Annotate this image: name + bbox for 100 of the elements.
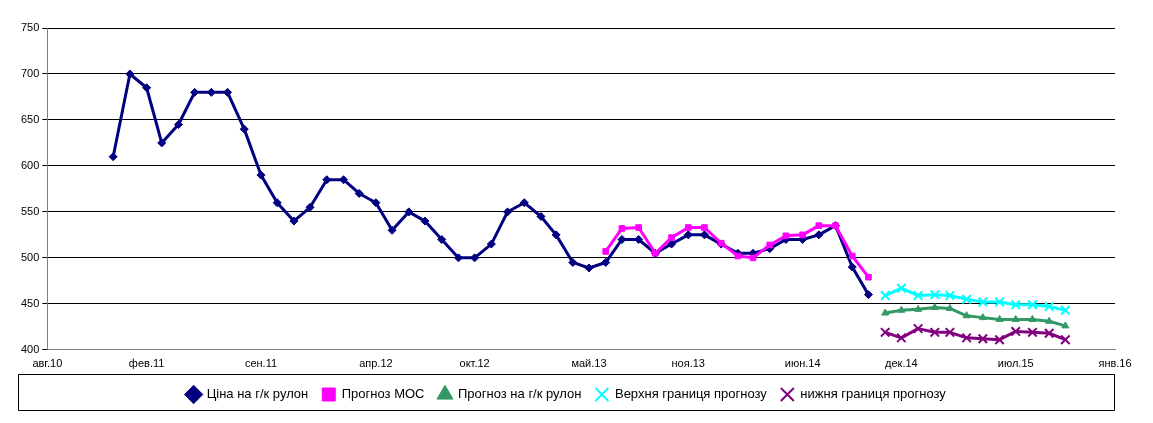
point (305, 202, 315, 212)
y-tick-label: 750 (20, 21, 40, 34)
x-tick-label: фев.11 (128, 357, 165, 370)
point (551, 230, 561, 240)
point (814, 230, 824, 240)
point (865, 273, 872, 281)
point (322, 175, 332, 185)
point (387, 225, 397, 235)
y-tick-label: 500 (20, 250, 40, 263)
point (912, 323, 924, 334)
y-tick-label: 450 (20, 296, 40, 309)
point (618, 225, 626, 232)
point (734, 252, 742, 260)
x-tick-label: июн.14 (784, 357, 821, 370)
y-tick-label: 600 (20, 158, 40, 171)
point (584, 263, 594, 273)
point (354, 189, 364, 198)
point (896, 332, 907, 344)
point (766, 241, 774, 249)
point (977, 333, 989, 345)
point (879, 290, 891, 301)
point (749, 254, 757, 262)
point (815, 222, 823, 230)
y-tick-label: 400 (20, 342, 40, 355)
point (929, 327, 941, 338)
point (929, 289, 941, 300)
legend-label: нижня границя прогнозу (800, 386, 947, 402)
point (945, 303, 954, 311)
point (961, 332, 972, 344)
point (536, 211, 546, 221)
point (912, 290, 924, 301)
point (879, 327, 891, 338)
point (289, 216, 299, 226)
point (1027, 299, 1038, 310)
point (914, 304, 923, 312)
point (847, 262, 857, 272)
point (962, 311, 971, 319)
point (994, 296, 1005, 308)
point (602, 248, 610, 255)
point (683, 230, 693, 240)
point (1043, 301, 1055, 312)
legend-label: Верхня границя прогнозу (614, 386, 768, 402)
point (1043, 328, 1055, 339)
legend-label: Прогноз на г/к рулон (457, 386, 582, 402)
point (486, 239, 496, 249)
point (239, 124, 249, 134)
point (420, 216, 430, 226)
point (896, 282, 907, 294)
point (568, 257, 578, 267)
point (995, 314, 1004, 322)
point (1028, 314, 1037, 322)
point (961, 293, 972, 305)
point (881, 308, 890, 316)
point (437, 234, 447, 244)
point (142, 83, 152, 93)
point (108, 152, 118, 162)
point (503, 207, 513, 217)
point (519, 198, 529, 208)
legend-label: Ціна на г/к рулон (206, 386, 309, 402)
point (157, 138, 167, 148)
point (668, 234, 675, 241)
x-tick-label: ноя.13 (671, 357, 705, 370)
point (125, 69, 135, 79)
point (848, 252, 856, 260)
point (978, 313, 987, 321)
x-tick-label: сен.11 (244, 357, 278, 370)
point (371, 198, 381, 208)
point (930, 303, 939, 311)
y-tick-label: 650 (20, 112, 40, 125)
point (453, 253, 463, 263)
point (944, 327, 956, 338)
point (601, 257, 611, 267)
point (173, 120, 183, 130)
x-tick-label: окт.12 (459, 357, 490, 370)
point (897, 305, 906, 313)
point (1010, 326, 1021, 337)
point (782, 232, 790, 240)
point (1027, 327, 1038, 338)
point (256, 170, 266, 180)
point (1011, 314, 1020, 322)
legend-label: Прогноз МОС (341, 386, 425, 402)
x-tick-label: июл.15 (997, 357, 1034, 370)
point (272, 198, 282, 208)
point (1060, 334, 1071, 345)
point (863, 290, 873, 300)
point (944, 290, 956, 301)
point (799, 231, 806, 239)
x-tick-label: апр.12 (359, 357, 393, 370)
point (684, 224, 692, 231)
x-tick-label: май.13 (571, 357, 607, 370)
point (404, 207, 414, 217)
point (1045, 316, 1054, 324)
point (977, 296, 989, 308)
point (339, 175, 349, 185)
point (470, 253, 480, 263)
point (994, 334, 1005, 345)
x-tick-label: авг.10 (32, 357, 63, 370)
point (635, 224, 642, 231)
y-tick-label: 550 (20, 204, 40, 217)
point (701, 224, 708, 231)
